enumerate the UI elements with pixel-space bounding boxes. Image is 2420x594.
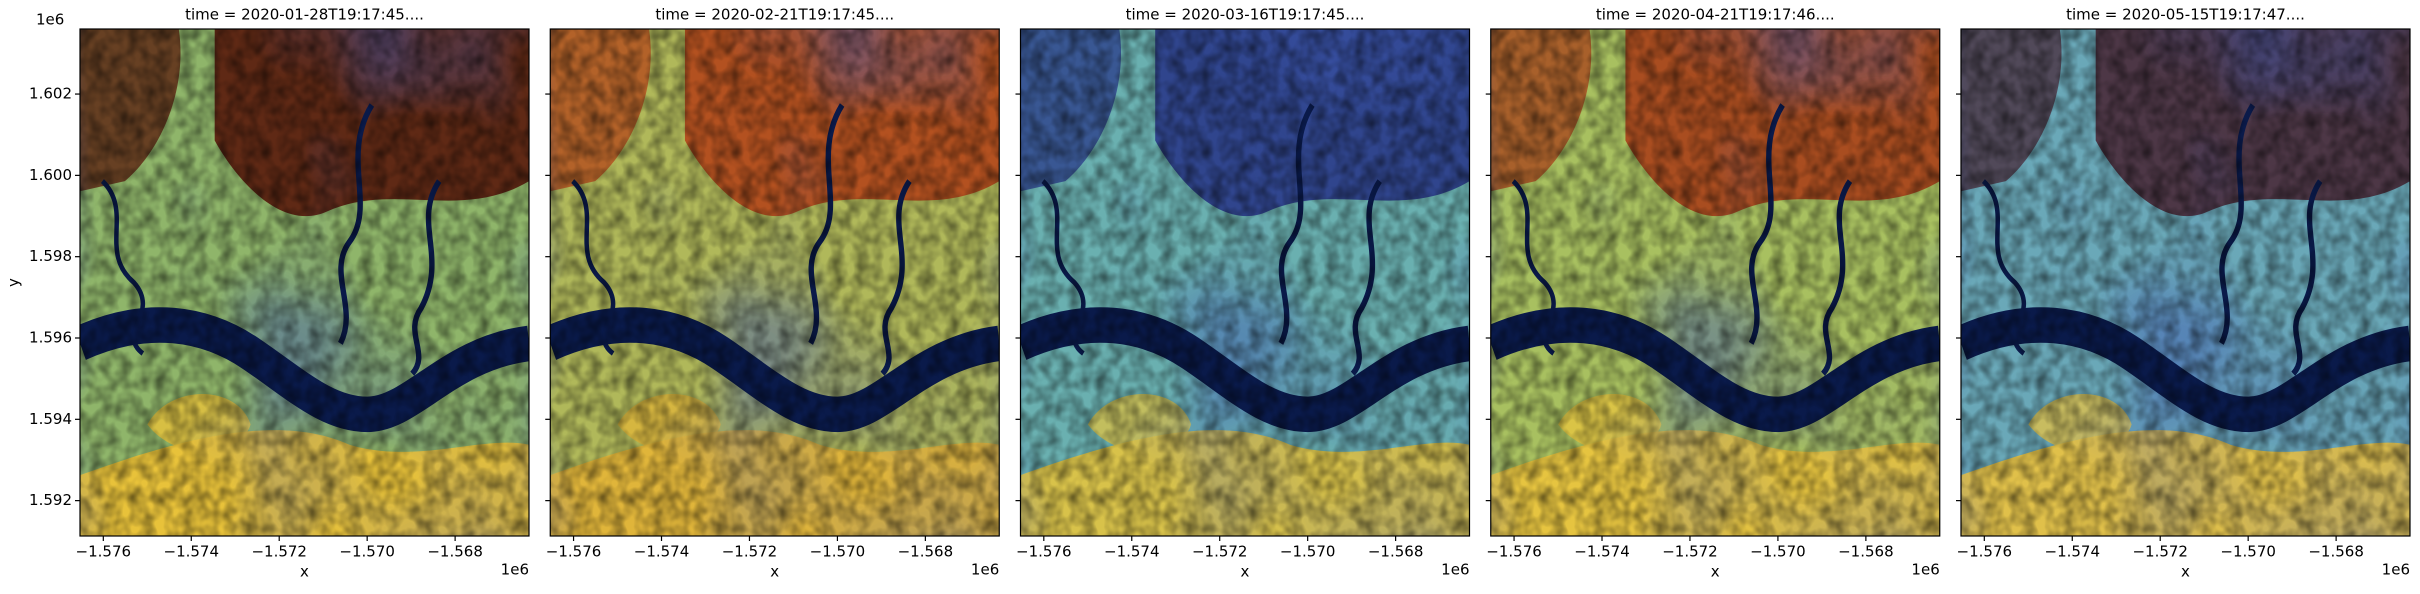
y-tick-label: 1.592	[29, 491, 72, 509]
image	[550, 29, 1000, 536]
y-tick-label: 1.600	[29, 166, 72, 184]
image	[1490, 29, 1940, 536]
x-tick-label: −1.570	[2220, 543, 2276, 561]
x-axis-label: x	[1711, 563, 1720, 581]
x-tick-label: −1.572	[2132, 543, 2188, 561]
x-offset-text: 1e6	[2382, 561, 2410, 579]
x-tick-label: −1.574	[164, 543, 220, 561]
x-offset-text: 1e6	[1911, 561, 1939, 579]
x-offset-text: 1e6	[501, 561, 529, 579]
panel: −1.576 −1.574 −1.572 −1.570 −1.568 time = 202…	[1485, 6, 1941, 581]
x-axis-label: x	[1241, 563, 1250, 581]
x-axis-label: x	[2181, 563, 2190, 581]
image	[1020, 29, 1470, 536]
x-tick-label: −1.574	[2045, 543, 2101, 561]
x-tick-label: −1.576	[1016, 543, 1072, 561]
panel-title: time = 2020-02-21T19:17:45....	[655, 6, 894, 24]
image	[80, 29, 529, 536]
x-tick-label: −1.576	[76, 543, 132, 561]
x-tick-label: −1.572	[722, 543, 778, 561]
x-offset-text: 1e6	[971, 561, 999, 579]
axes-frame	[549, 28, 1000, 537]
y-tick-label: 1.598	[29, 247, 72, 265]
y-tick-label: 1.596	[29, 328, 72, 346]
image	[1961, 29, 2410, 536]
x-tick-label: −1.576	[1486, 543, 1542, 561]
x-tick-label: −1.574	[1104, 543, 1160, 561]
axes-frame	[1019, 28, 1471, 537]
x-tick-label: −1.572	[1192, 543, 1248, 561]
x-tick-label: −1.568	[1368, 543, 1424, 561]
y-tick-label: 1.594	[29, 410, 72, 428]
y-axis-label: y	[5, 278, 23, 287]
x-tick-label: −1.576	[546, 543, 602, 561]
x-tick-label: −1.570	[339, 543, 395, 561]
panel-title: time = 2020-03-16T19:17:45....	[1126, 6, 1365, 24]
x-tick-label: −1.568	[1838, 543, 1894, 561]
panel-title: time = 2020-04-21T19:17:46....	[1596, 6, 1835, 24]
x-tick-label: −1.574	[634, 543, 690, 561]
x-tick-label: −1.570	[1750, 543, 1806, 561]
x-tick-label: −1.576	[1957, 543, 2013, 561]
y-tick-label: 1.602	[29, 85, 72, 103]
panel: −1.576 −1.574 −1.572 −1.570 −1.568 1.592 1.594…	[5, 6, 530, 581]
panel: −1.576 −1.574 −1.572 −1.570 −1.568 time = 202…	[1015, 6, 1471, 581]
x-axis-label: x	[770, 563, 779, 581]
axes-frame	[1490, 28, 1941, 537]
axes-frame	[1960, 28, 2411, 537]
x-tick-label: −1.572	[1662, 543, 1718, 561]
x-tick-label: −1.568	[427, 543, 483, 561]
panel-title: time = 2020-01-28T19:17:45....	[185, 6, 424, 24]
x-tick-label: −1.570	[1280, 543, 1336, 561]
y-offset-text: 1e6	[36, 11, 64, 29]
panel-title: time = 2020-05-15T19:17:47....	[2066, 6, 2305, 24]
x-tick-label: −1.574	[1574, 543, 1630, 561]
x-axis-label: x	[300, 563, 309, 581]
x-tick-label: −1.572	[251, 543, 307, 561]
x-offset-text: 1e6	[1441, 561, 1469, 579]
panel: −1.576 −1.574 −1.572 −1.570 −1.568 time = 202…	[545, 6, 1000, 581]
x-tick-label: −1.570	[810, 543, 866, 561]
x-tick-label: −1.568	[898, 543, 954, 561]
axes-frame	[79, 28, 530, 537]
panel: −1.576 −1.574 −1.572 −1.570 −1.568 time = 202…	[1956, 6, 2411, 581]
x-tick-label: −1.568	[2308, 543, 2364, 561]
